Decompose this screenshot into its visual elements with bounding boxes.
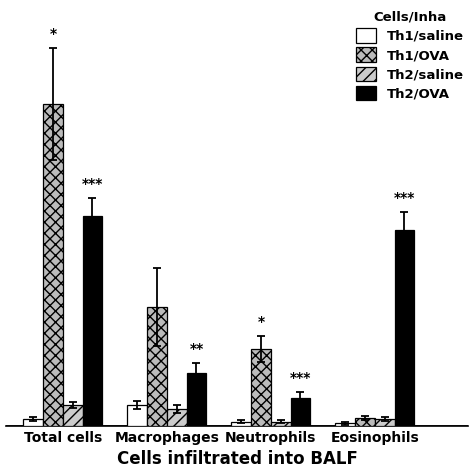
- Bar: [167, 409, 187, 426]
- Bar: [291, 398, 310, 426]
- Legend: Th1/saline, Th1/OVA, Th2/saline, Th2/OVA: Th1/saline, Th1/OVA, Th2/saline, Th2/OVA: [354, 8, 466, 103]
- Bar: [231, 422, 251, 426]
- Bar: [271, 422, 291, 426]
- Text: *: *: [257, 315, 264, 329]
- Text: ***: ***: [394, 191, 415, 205]
- Text: ***: ***: [290, 372, 311, 385]
- X-axis label: Cells infiltrated into BALF: Cells infiltrated into BALF: [117, 450, 357, 468]
- Bar: [23, 419, 43, 426]
- Bar: [43, 104, 63, 426]
- Bar: [375, 419, 394, 426]
- Bar: [82, 216, 102, 426]
- Bar: [355, 418, 375, 426]
- Bar: [127, 405, 147, 426]
- Text: *: *: [49, 27, 56, 41]
- Bar: [394, 230, 414, 426]
- Bar: [335, 423, 355, 426]
- Text: **: **: [189, 342, 203, 356]
- Text: ***: ***: [82, 176, 103, 191]
- Bar: [147, 307, 167, 426]
- Bar: [63, 405, 82, 426]
- Bar: [187, 373, 206, 426]
- Bar: [251, 349, 271, 426]
